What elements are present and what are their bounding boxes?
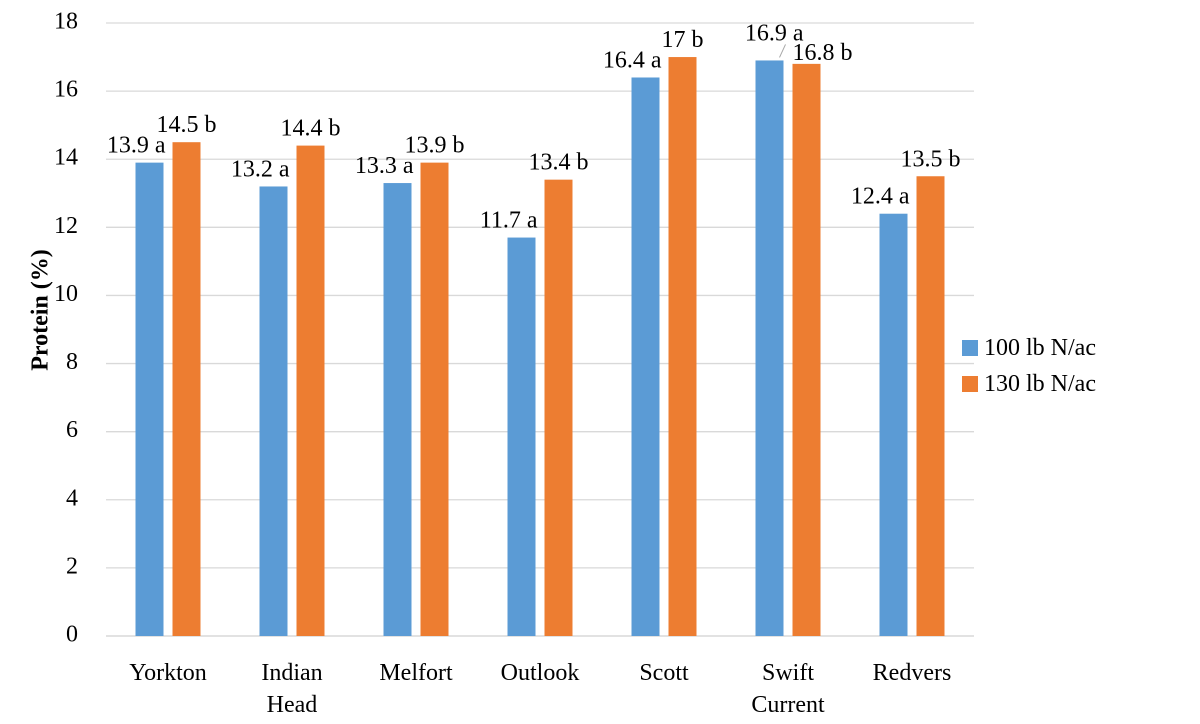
legend-item-100: 100 lb N/ac [962,330,1096,366]
legend-label-130: 130 lb N/ac [984,370,1096,397]
data-label: 13.9 a [107,133,166,159]
y-tick-label: 2 [66,553,78,579]
data-label: 13.4 b [529,150,589,176]
data-label: 11.7 a [480,208,538,234]
x-category-labels: Yorkton Indian Head Melfort Outlook Scott Swif… [129,660,951,718]
legend-label-100: 100 lb N/ac [984,334,1096,361]
bar [544,179,573,636]
data-label: 13.2 a [231,156,290,182]
bar [507,237,536,637]
legend: 100 lb N/ac 130 lb N/ac [962,330,1096,402]
data-label: 17 b [662,27,704,53]
y-tick-labels: 0 2 4 6 8 10 12 14 16 18 [54,9,78,648]
data-label: 13.5 b [901,146,961,172]
gridlines [106,22,974,569]
x-category-label: Swift Current [751,660,825,718]
y-tick-label: 10 [54,281,78,307]
data-label: 16.9 a [745,20,804,46]
y-axis-label: Protein (%) [28,249,54,371]
bar [916,176,945,636]
bar [296,145,325,636]
x-category-label: Redvers [873,660,952,686]
x-category-label: Melfort [379,660,453,686]
y-tick-label: 6 [66,417,78,443]
data-labels: 13.9 a14.5 b 13.2 a 14.4 b 13.3 a13.9 b 11.7… [107,20,961,233]
y-tick-label: 8 [66,349,78,375]
y-tick-label: 18 [54,9,78,35]
y-tick-label: 14 [54,145,78,171]
x-category-label: Yorkton [129,660,207,686]
leader-line [779,44,786,58]
legend-item-130: 130 lb N/ac [962,366,1096,402]
bar [792,63,821,637]
bar [755,60,784,636]
x-category-label: Scott [639,660,689,686]
bar [135,162,164,636]
data-label: 12.4 a [851,184,910,210]
bar [383,183,412,637]
data-label: 14.4 b [281,116,341,142]
data-label: 14.5 b [157,112,217,138]
bar [259,186,288,636]
bars [135,57,945,637]
bar [668,57,697,637]
bar [631,77,660,636]
y-tick-label: 12 [54,213,78,239]
x-category-label: Outlook [501,660,580,686]
x-category-label: Indian Head [261,660,322,718]
legend-swatch-130 [962,376,978,392]
data-label: 13.3 a [355,153,414,179]
y-tick-label: 16 [54,77,78,103]
bar [879,213,908,636]
data-label: 13.9 b [405,133,465,159]
legend-swatch-100 [962,340,978,356]
data-label: 16.4 a [603,47,662,73]
y-tick-label: 0 [66,622,78,648]
bar [420,162,449,636]
y-tick-label: 4 [66,485,78,511]
data-label: 16.8 b [793,40,853,66]
bar [172,142,201,636]
